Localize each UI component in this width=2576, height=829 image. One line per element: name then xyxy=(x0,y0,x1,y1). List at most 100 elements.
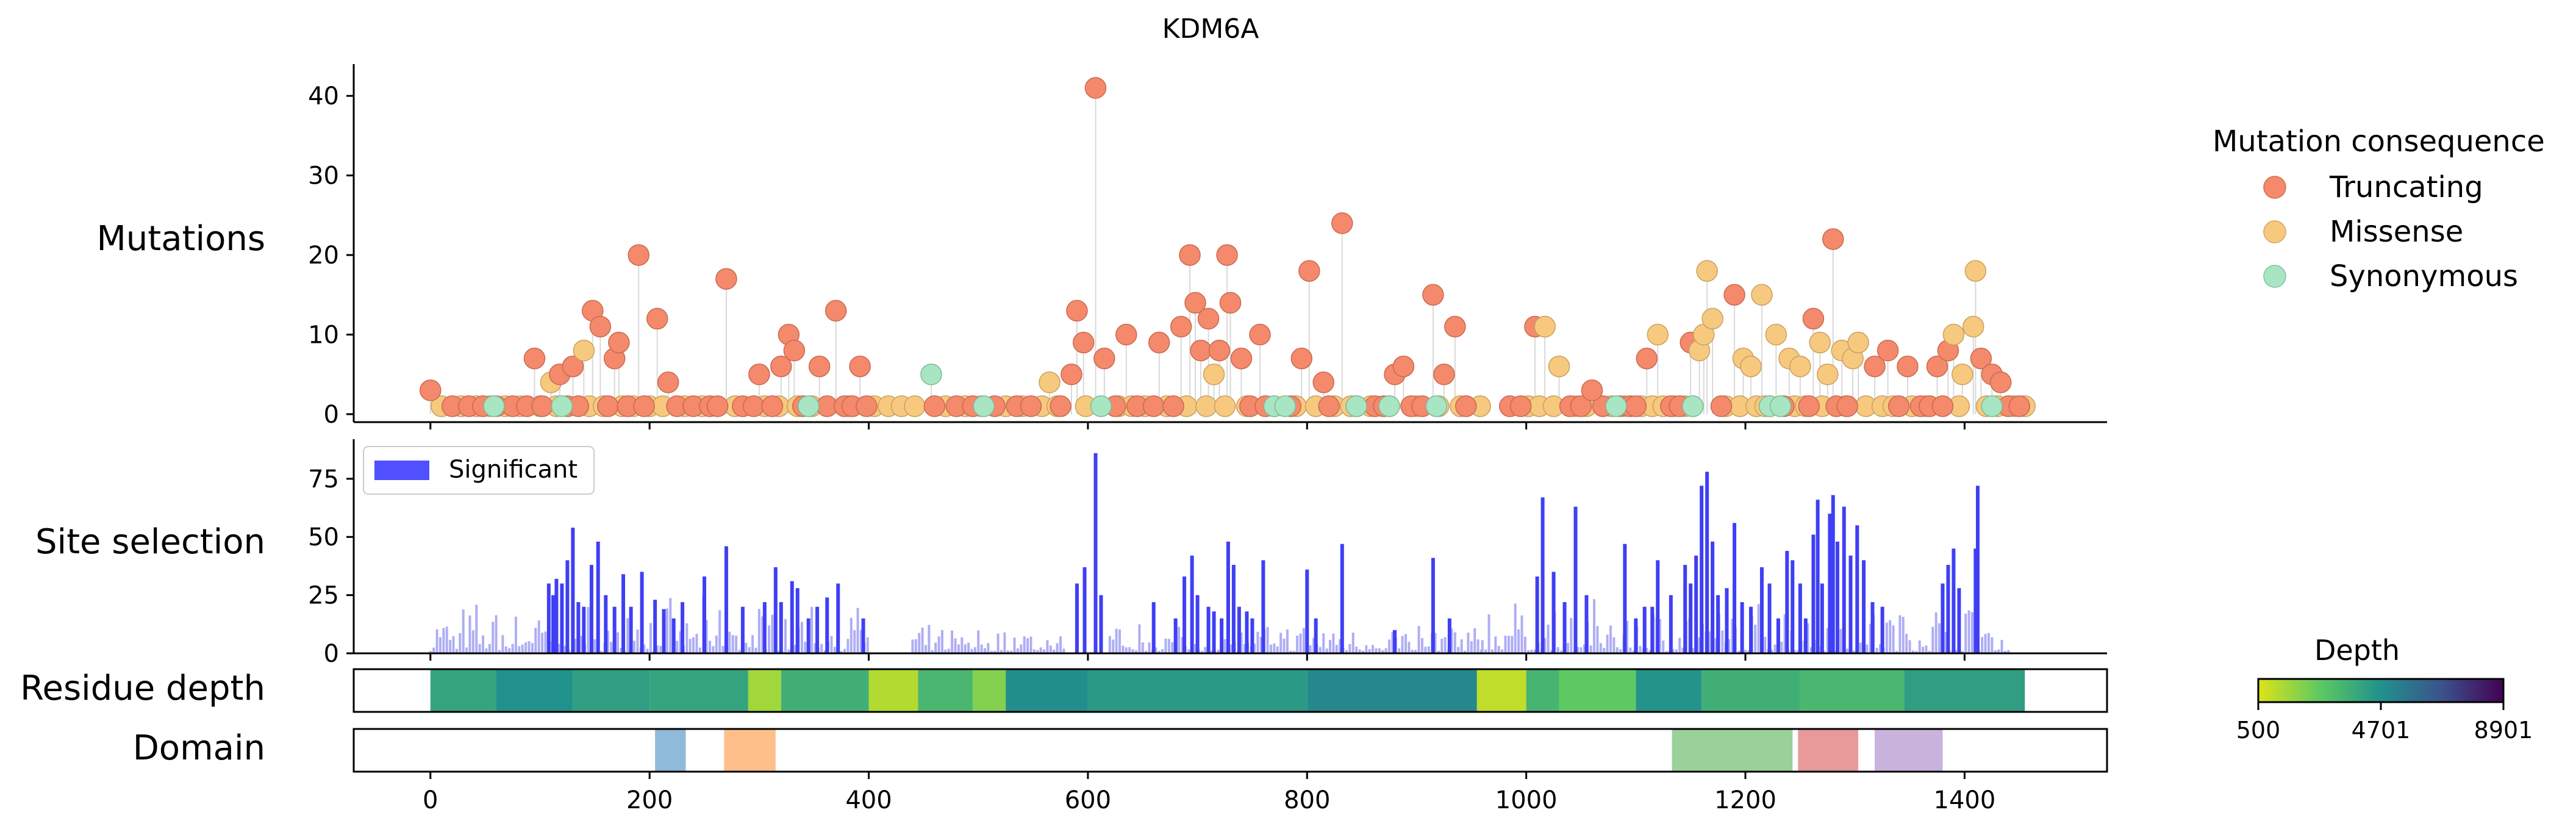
nonsignificant-bar xyxy=(1414,650,1417,653)
nonsignificant-bar xyxy=(823,650,826,653)
mutation-point-truncating xyxy=(1020,395,1042,417)
nonsignificant-bar xyxy=(1217,650,1220,653)
nonsignificant-bar xyxy=(524,642,528,653)
nonsignificant-bar xyxy=(514,616,517,653)
nonsignificant-bar xyxy=(1138,624,1141,653)
significant-bar xyxy=(1447,618,1451,653)
significant-bar xyxy=(1733,523,1737,653)
nonsignificant-bar xyxy=(751,635,754,653)
significant-bar xyxy=(1862,560,1866,653)
nonsignificant-bar xyxy=(853,630,856,653)
nonsignificant-bar xyxy=(1167,639,1170,653)
significant-bar xyxy=(825,597,829,653)
nonsignificant-bar xyxy=(810,607,814,653)
nonsignificant-bar xyxy=(1583,644,1586,653)
significant-bar xyxy=(762,602,767,653)
mutation-point-truncating xyxy=(825,300,847,322)
site-selection-y-tick-label: 25 xyxy=(308,582,339,610)
nonsignificant-bar xyxy=(1335,645,1338,653)
mutation-point-truncating xyxy=(783,339,806,362)
mutation-point-truncating xyxy=(633,395,655,417)
nonsignificant-bar xyxy=(993,650,996,653)
nonsignificant-bar xyxy=(1381,650,1384,653)
nonsignificant-bar xyxy=(633,641,635,653)
nonsignificant-bar xyxy=(1708,631,1711,653)
nonsignificant-bar xyxy=(1984,634,1987,653)
significant-bar xyxy=(1740,602,1744,653)
mutation-point-truncating xyxy=(1877,339,1899,362)
nonsignificant-bar xyxy=(761,616,764,653)
nonsignificant-bar xyxy=(1266,626,1269,653)
nonsignificant-bar xyxy=(531,643,534,653)
nonsignificant-bar xyxy=(1125,647,1128,653)
significant-bar xyxy=(560,583,564,653)
nonsignificant-bar xyxy=(1223,639,1226,653)
nonsignificant-bar xyxy=(918,633,921,653)
nonsignificant-bar xyxy=(1026,638,1029,653)
nonsignificant-bar xyxy=(1744,650,1747,653)
domain-block xyxy=(1798,729,1859,772)
significant-bar xyxy=(861,618,865,653)
nonsignificant-bar xyxy=(843,648,846,653)
nonsignificant-bar xyxy=(1629,647,1632,653)
position-x-tick-label: 800 xyxy=(1284,786,1330,814)
significant-bar xyxy=(554,578,559,653)
nonsignificant-bar xyxy=(745,642,748,653)
mutation-point-synonymous xyxy=(1090,395,1112,417)
depth-segment xyxy=(430,669,496,712)
mutation-point-truncating xyxy=(706,395,729,417)
significant-bar xyxy=(1634,618,1638,653)
mutations-y-tick-label: 10 xyxy=(308,321,339,350)
nonsignificant-bar xyxy=(1345,650,1348,653)
significant-bar xyxy=(1540,497,1545,653)
domain-panel: 0 200 400 600 800 1000 1200 1400 xyxy=(352,728,2108,814)
nonsignificant-bar xyxy=(1658,619,1661,653)
significant-bar xyxy=(1725,588,1729,653)
nonsignificant-bar xyxy=(1476,639,1479,653)
significant-bar xyxy=(806,618,810,653)
nonsignificant-bar xyxy=(1467,633,1470,653)
nonsignificant-bar xyxy=(980,644,983,653)
nonsignificant-bar xyxy=(921,627,924,653)
significant-bar xyxy=(681,602,685,653)
mutation-point-missense xyxy=(1765,323,1787,346)
nonsignificant-bar xyxy=(1292,650,1295,653)
significant-bar xyxy=(703,576,706,653)
significant-bar xyxy=(1305,569,1309,653)
nonsignificant-bar xyxy=(1460,639,1463,653)
mutation-point-truncating xyxy=(1392,355,1415,378)
depth-segment xyxy=(1800,669,1905,712)
nonsignificant-bar xyxy=(951,630,954,653)
nonsignificant-bar xyxy=(859,630,862,653)
mutation-point-truncating xyxy=(770,355,792,378)
significant-bar xyxy=(1835,541,1839,653)
significant-bar xyxy=(596,541,600,653)
nonsignificant-bar xyxy=(850,617,853,653)
nonsignificant-bar xyxy=(947,648,950,653)
nonsignificant-bar xyxy=(1757,604,1760,653)
nonsignificant-bar xyxy=(984,648,986,653)
nonsignificant-bar xyxy=(771,614,774,653)
significant-bar xyxy=(1642,606,1647,653)
nonsignificant-bar xyxy=(1154,647,1157,653)
significant-bar xyxy=(1767,583,1772,653)
mutation-point-missense xyxy=(1817,363,1839,386)
nonsignificant-bar xyxy=(1118,629,1122,653)
mutation-point-missense xyxy=(1964,260,1987,282)
significant-bar xyxy=(1206,606,1211,653)
mutation-point-truncating xyxy=(1061,363,1082,386)
mutation-point-truncating xyxy=(597,395,619,417)
mutation-point-truncating xyxy=(523,347,546,370)
nonsignificant-bar xyxy=(1511,636,1514,653)
nonsignificant-bar xyxy=(940,630,943,653)
depth-segment xyxy=(918,669,973,712)
significant-bar xyxy=(546,583,551,653)
nonsignificant-bar xyxy=(1171,642,1174,653)
significant-bar xyxy=(1340,544,1344,653)
nonsignificant-bar xyxy=(1378,648,1381,653)
position-x-tick-label: 1400 xyxy=(1934,786,1996,814)
nonsignificant-bar xyxy=(1039,647,1042,653)
nonsignificant-bar xyxy=(1606,634,1609,653)
nonsignificant-bar xyxy=(544,631,547,653)
nonsignificant-bar xyxy=(1681,647,1684,653)
